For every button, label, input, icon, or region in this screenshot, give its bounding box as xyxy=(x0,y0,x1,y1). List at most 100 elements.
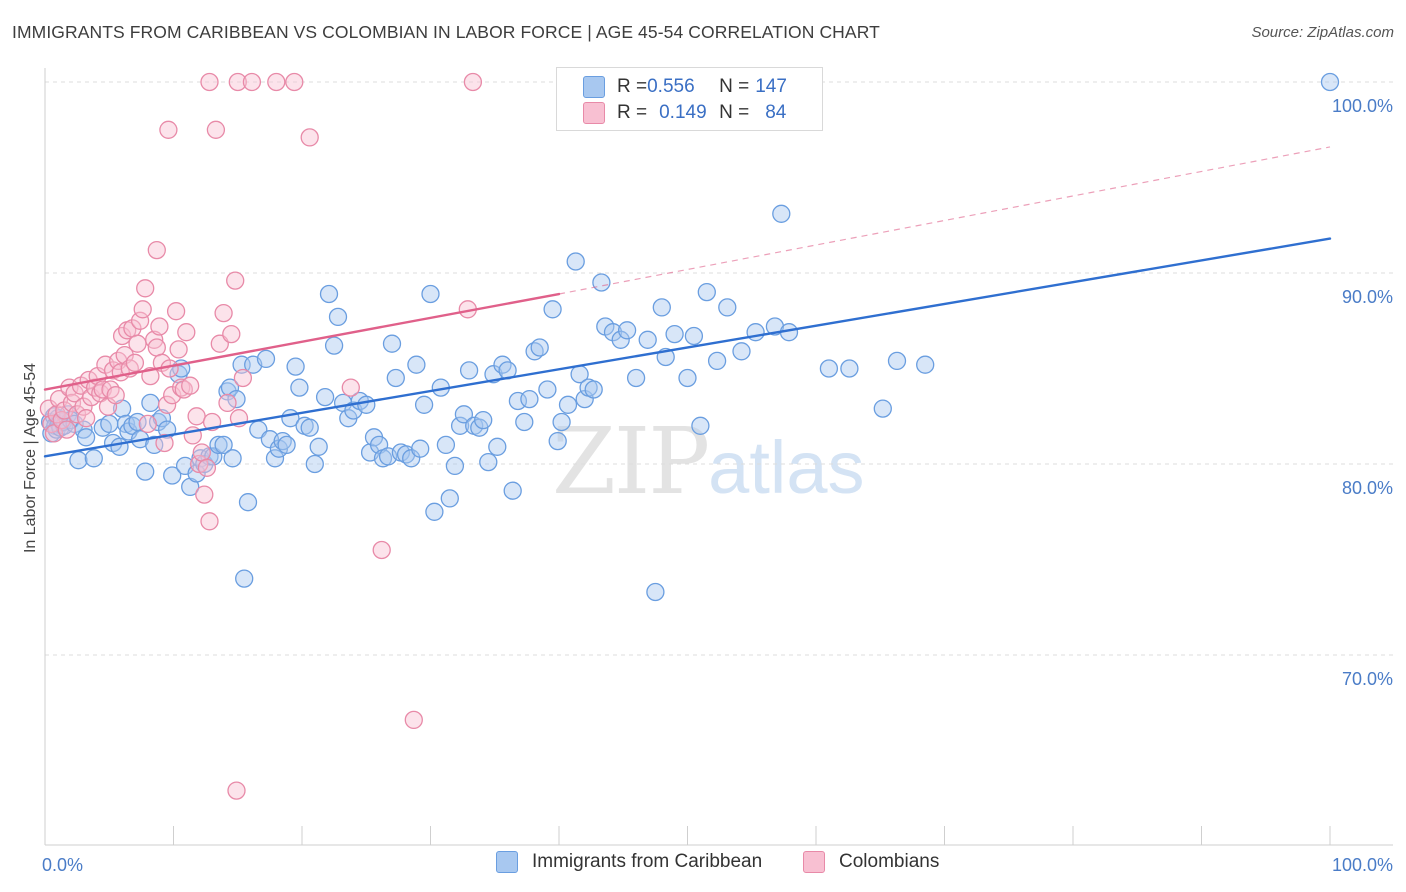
data-point xyxy=(684,326,704,346)
data-point xyxy=(319,284,339,304)
data-point xyxy=(404,710,423,730)
data-point xyxy=(166,302,186,321)
data-point xyxy=(106,386,125,405)
data-point xyxy=(228,72,247,92)
legend-n-value: 147 xyxy=(755,76,787,97)
data-point xyxy=(508,391,528,411)
data-point xyxy=(543,300,562,319)
data-point xyxy=(386,368,405,388)
legend-n-label: N = xyxy=(719,102,750,123)
data-point xyxy=(290,378,309,397)
data-point xyxy=(227,781,246,800)
data-point xyxy=(772,204,791,223)
data-point xyxy=(84,449,103,468)
data-point xyxy=(324,336,344,355)
data-point xyxy=(558,395,578,414)
data-point xyxy=(238,493,258,512)
data-point xyxy=(873,399,892,418)
y-tick-label: 100.0% xyxy=(1332,96,1393,116)
data-point xyxy=(206,120,226,139)
data-point xyxy=(286,357,305,376)
data-point xyxy=(916,355,935,374)
data-point xyxy=(592,273,611,292)
data-point xyxy=(503,481,522,500)
data-point xyxy=(76,428,96,447)
legend-n-value: 84 xyxy=(765,102,787,123)
data-point xyxy=(265,449,285,468)
watermark-zip: ZIP xyxy=(552,408,710,515)
data-point xyxy=(300,128,319,147)
legend-item-colombians[interactable]: Colombians xyxy=(803,851,939,873)
data-point xyxy=(177,323,196,342)
legend-r-label: R = xyxy=(617,102,648,123)
data-point xyxy=(223,449,242,468)
data-point xyxy=(218,393,237,413)
legend-swatch-colombians xyxy=(803,851,825,873)
data-point xyxy=(421,284,440,304)
y-tick-label: 70.0% xyxy=(1342,669,1393,689)
y-tick-label: 80.0% xyxy=(1342,478,1393,498)
data-point xyxy=(222,324,241,344)
data-point xyxy=(665,324,684,344)
data-point xyxy=(732,342,751,361)
data-point xyxy=(611,330,630,349)
data-point xyxy=(147,338,166,357)
data-point xyxy=(220,378,240,397)
trend-line xyxy=(43,292,561,391)
data-point xyxy=(678,368,697,388)
data-point xyxy=(172,378,191,397)
data-point xyxy=(267,72,286,92)
data-point xyxy=(638,330,657,349)
data-point xyxy=(425,502,444,521)
trend-layer xyxy=(43,146,1332,458)
data-point xyxy=(488,437,507,456)
data-point xyxy=(200,512,219,531)
data-point xyxy=(204,447,223,466)
x-tick-label: 0.0% xyxy=(42,855,83,875)
data-point xyxy=(445,456,465,476)
data-point xyxy=(141,393,160,413)
data-point xyxy=(691,416,710,435)
data-point xyxy=(112,326,132,346)
legend-label-colombians: Colombians xyxy=(839,851,940,872)
data-point xyxy=(136,279,155,298)
data-point xyxy=(227,389,246,409)
data-point xyxy=(479,452,498,472)
data-point xyxy=(200,72,219,92)
data-point xyxy=(150,317,169,336)
data-point xyxy=(101,380,120,399)
data-point xyxy=(626,368,646,388)
data-point xyxy=(520,389,539,409)
y-tick-label: 90.0% xyxy=(1342,287,1393,307)
data-point xyxy=(155,433,174,453)
data-point xyxy=(163,466,182,485)
data-point xyxy=(463,72,483,92)
series-caribbean xyxy=(40,72,1340,602)
data-point xyxy=(819,359,839,378)
data-point xyxy=(840,359,859,378)
legend-r-value: 0.149 xyxy=(659,102,707,123)
data-point xyxy=(552,412,571,432)
data-point xyxy=(76,409,96,428)
data-point xyxy=(584,380,603,399)
stats-legend: R = 0.556 N = 147 R = 0.149 N = 84 xyxy=(556,67,823,131)
data-point xyxy=(357,395,376,414)
legend-swatch-caribbean xyxy=(583,76,605,98)
data-point xyxy=(697,282,716,302)
legend-item-caribbean[interactable]: Immigrants from Caribbean xyxy=(496,851,762,873)
data-point xyxy=(197,458,217,477)
data-point xyxy=(309,437,328,456)
data-point xyxy=(187,407,206,426)
data-point xyxy=(277,435,296,455)
watermark-atlas: atlas xyxy=(708,426,865,509)
data-point xyxy=(707,351,727,371)
data-point xyxy=(209,435,228,455)
data-point xyxy=(411,439,430,458)
legend-row-caribbean: R = 0.556 N = 147 xyxy=(583,74,787,100)
data-point xyxy=(328,307,348,327)
label-layer: 70.0% 80.0% 90.0% 100.0% 0.0% 100.0% In Labor … xyxy=(22,96,1393,875)
legend-r-label: R = xyxy=(617,76,648,97)
data-point xyxy=(436,435,456,455)
data-point xyxy=(256,349,276,369)
data-point xyxy=(233,368,253,388)
